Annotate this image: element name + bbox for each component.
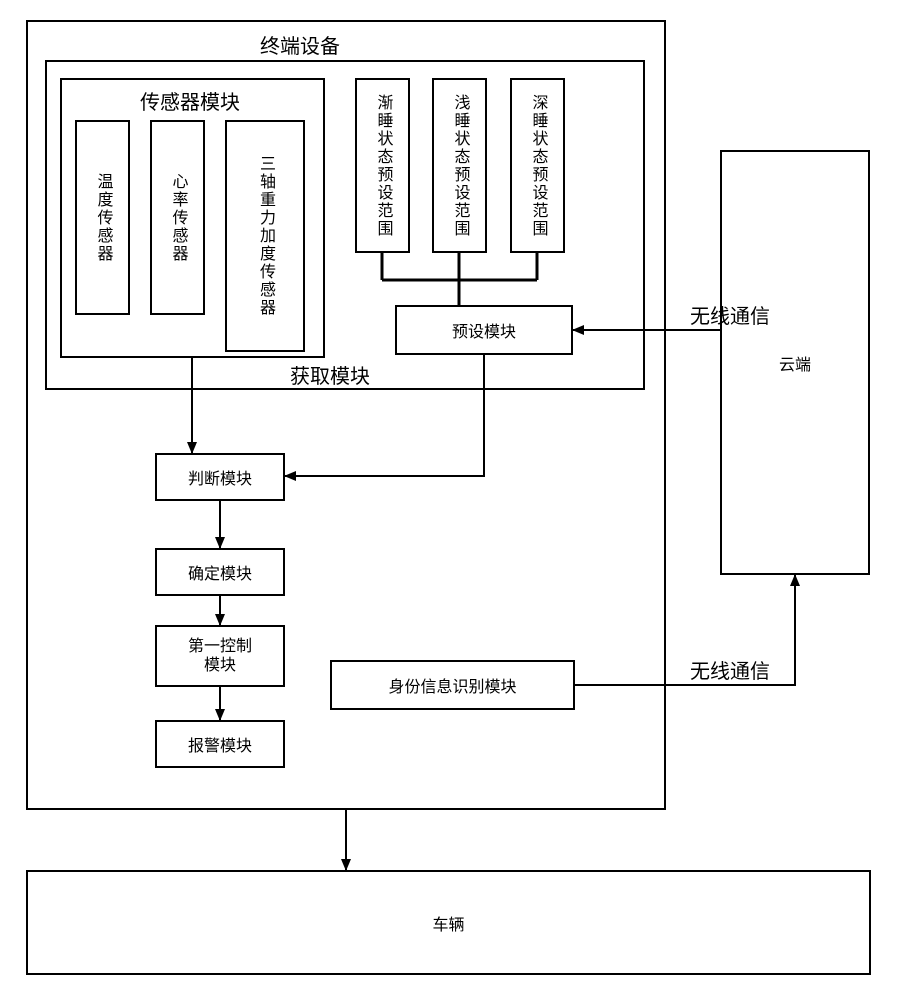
preset-light-box: 浅睡状态预设范围 xyxy=(432,78,487,253)
vehicle-box: 车辆 xyxy=(26,870,871,975)
heartrate-sensor-box: 心率传感器 xyxy=(150,120,205,315)
preset-deep-label: 深睡状态预设范围 xyxy=(526,94,550,238)
wireless-comm-label-2: 无线通信 xyxy=(690,655,770,684)
judge-module-label: 判断模块 xyxy=(188,465,252,489)
identity-module-box: 身份信息识别模块 xyxy=(330,660,575,710)
accelerometer-box: 三轴重力加度传感器 xyxy=(225,120,305,352)
preset-drowsy-box: 渐睡状态预设范围 xyxy=(355,78,410,253)
flowchart-canvas: 终端设备 获取模块 传感器模块 温度传感器 心率传感器 三轴重力加度传感器 渐睡… xyxy=(0,0,897,1000)
control-module-label-1: 第一控制 xyxy=(188,637,252,656)
heartrate-sensor-label: 心率传感器 xyxy=(166,173,190,263)
alarm-module-label: 报警模块 xyxy=(188,732,252,756)
preset-module-box: 预设模块 xyxy=(395,305,573,355)
cloud-label: 云端 xyxy=(779,351,811,375)
control-module-label-2: 模块 xyxy=(204,656,236,675)
preset-deep-box: 深睡状态预设范围 xyxy=(510,78,565,253)
sensor-module-label: 传感器模块 xyxy=(140,86,240,115)
cloud-box: 云端 xyxy=(720,150,870,575)
judge-module-box: 判断模块 xyxy=(155,453,285,501)
temperature-sensor-box: 温度传感器 xyxy=(75,120,130,315)
terminal-device-label: 终端设备 xyxy=(260,30,340,59)
identity-module-label: 身份信息识别模块 xyxy=(388,673,516,697)
vehicle-label: 车辆 xyxy=(432,911,464,935)
alarm-module-box: 报警模块 xyxy=(155,720,285,768)
temperature-sensor-label: 温度传感器 xyxy=(91,173,115,263)
confirm-module-label: 确定模块 xyxy=(188,560,252,584)
preset-drowsy-label: 渐睡状态预设范围 xyxy=(371,94,395,238)
control-module-box: 第一控制 模块 xyxy=(155,625,285,687)
wireless-comm-label-1: 无线通信 xyxy=(690,300,770,329)
preset-light-label: 浅睡状态预设范围 xyxy=(448,94,472,238)
acquire-module-label: 获取模块 xyxy=(290,360,370,389)
confirm-module-box: 确定模块 xyxy=(155,548,285,596)
accelerometer-label: 三轴重力加度传感器 xyxy=(253,155,277,317)
preset-module-label: 预设模块 xyxy=(452,318,516,342)
